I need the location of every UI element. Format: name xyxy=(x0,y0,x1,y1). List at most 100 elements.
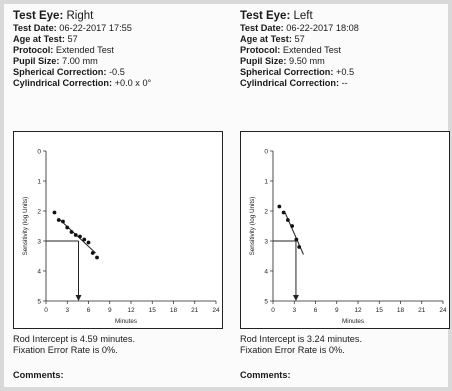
age-label: Age at Test: xyxy=(240,34,292,44)
pupil-size-label: Pupil Size: xyxy=(13,56,60,66)
pupil-size-value: 9.50 mm xyxy=(289,56,325,66)
x-tick-label: 3 xyxy=(65,307,69,314)
data-point xyxy=(90,251,95,255)
x-tick-label: 6 xyxy=(314,307,318,314)
age-label: Age at Test: xyxy=(13,34,65,44)
x-tick-label: 21 xyxy=(418,307,426,314)
x-tick-label: 0 xyxy=(271,307,275,314)
x-tick-label: 9 xyxy=(108,307,112,314)
test-eye-line: Test Eye: Right xyxy=(13,10,223,23)
x-tick-label: 21 xyxy=(191,307,199,314)
protocol-value: Extended Test xyxy=(55,45,114,55)
test-date-row: Test Date: 06-22-2017 18:08 xyxy=(240,23,450,34)
data-point xyxy=(61,219,65,224)
data-point xyxy=(78,234,82,239)
protocol-row: Protocol: Extended Test xyxy=(240,45,450,56)
chart-frame xyxy=(13,131,223,329)
x-axis-label: Minutes xyxy=(115,318,137,325)
y-tick-label: 4 xyxy=(264,269,268,276)
cylindrical-correction-value: -- xyxy=(341,78,348,88)
protocol-label: Protocol: xyxy=(13,45,54,55)
spherical-correction-value: -0.5 xyxy=(109,67,125,77)
y-tick-label: 2 xyxy=(264,209,268,216)
test-date-value: 06-22-2017 18:08 xyxy=(286,23,359,33)
data-point xyxy=(95,255,99,260)
data-point xyxy=(82,237,87,242)
report-sheet: Test Eye: Right Test Date: 06-22-2017 17… xyxy=(4,4,450,387)
spherical-correction-row: Spherical Correction: -0.5 xyxy=(13,67,223,78)
pupil-size-value: 7.00 mm xyxy=(62,56,98,66)
left-eye-dark-adaptation-chart: 0 1 2 3 4 5 0 3 6 9 12 15 18 21 24 Minutes Sensitivity (… xyxy=(240,131,450,329)
cylindrical-correction-row: Cylindrical Correction: +0.0 x 0° xyxy=(13,78,223,89)
y-tick-label: 1 xyxy=(264,179,268,186)
fixation-error-text: Fixation Error Rate is 0%. xyxy=(13,345,118,355)
x-tick-label: 24 xyxy=(439,307,447,314)
protocol-label: Protocol: xyxy=(240,45,281,55)
y-tick-label: 4 xyxy=(37,269,41,276)
test-date-value: 06-22-2017 17:55 xyxy=(59,23,132,33)
x-tick-label: 0 xyxy=(44,307,48,314)
y-tick-label: 3 xyxy=(37,239,41,246)
test-eye-line: Test Eye: Left xyxy=(240,10,450,23)
y-tick-label: 5 xyxy=(264,299,268,306)
protocol-row: Protocol: Extended Test xyxy=(13,45,223,56)
y-tick-label: 5 xyxy=(37,299,41,306)
test-date-label: Test Date: xyxy=(13,23,57,33)
x-tick-label: 18 xyxy=(397,307,405,314)
data-point xyxy=(294,237,299,242)
right-eye-dark-adaptation-chart: 0 1 2 3 4 5 0 3 6 9 12 15 18 21 24 Minutes Sensitivity (… xyxy=(13,131,223,329)
protocol-value: Extended Test xyxy=(282,45,341,55)
left-eye-panel: Test Eye: Left Test Date: 06-22-2017 18:… xyxy=(240,10,450,89)
test-eye-label: Test Eye: xyxy=(13,10,64,22)
data-point xyxy=(86,240,91,245)
cylindrical-correction-label: Cylindrical Correction: xyxy=(13,78,113,88)
pupil-size-label: Pupil Size: xyxy=(240,56,287,66)
fit-line xyxy=(59,219,96,254)
rod-intercept-text: Rod Intercept is 4.59 minutes. xyxy=(13,334,136,344)
age-row: Age at Test: 57 xyxy=(240,34,450,45)
data-point xyxy=(285,218,290,222)
rod-intercept-arrowhead xyxy=(292,295,299,301)
x-tick-label: 6 xyxy=(87,307,91,314)
left-eye-summary: Rod Intercept is 3.24 minutes. Fixation … xyxy=(240,334,362,356)
data-point xyxy=(65,225,70,230)
x-tick-label: 9 xyxy=(335,307,339,314)
x-tick-label: 12 xyxy=(354,307,362,314)
y-tick-label: 0 xyxy=(264,149,268,156)
data-point xyxy=(290,224,295,228)
cylindrical-correction-row: Cylindrical Correction: -- xyxy=(240,78,450,89)
data-point xyxy=(281,210,286,215)
x-tick-label: 12 xyxy=(127,307,135,314)
y-axis-label: Sensitivity (log Units) xyxy=(22,197,29,256)
x-axis-label: Minutes xyxy=(342,318,364,325)
pupil-size-row: Pupil Size: 9.50 mm xyxy=(240,56,450,67)
x-tick-label: 3 xyxy=(292,307,296,314)
test-eye-value: Right xyxy=(66,10,94,22)
rod-intercept-arrowhead xyxy=(75,295,82,301)
test-date-row: Test Date: 06-22-2017 17:55 xyxy=(13,23,223,34)
y-tick-label: 1 xyxy=(37,179,41,186)
y-tick-label: 2 xyxy=(37,209,41,216)
data-point xyxy=(69,230,74,234)
data-point xyxy=(297,245,302,249)
data-point xyxy=(277,204,282,209)
pupil-size-row: Pupil Size: 7.00 mm xyxy=(13,56,223,67)
right-eye-panel: Test Eye: Right Test Date: 06-22-2017 17… xyxy=(13,10,223,89)
y-tick-label: 3 xyxy=(264,239,268,246)
data-point xyxy=(56,218,61,222)
spherical-correction-value: +0.5 xyxy=(336,67,355,77)
data-point xyxy=(52,210,57,215)
spherical-correction-label: Spherical Correction: xyxy=(240,67,334,77)
x-tick-label: 15 xyxy=(149,307,157,314)
x-tick-label: 24 xyxy=(212,307,220,314)
spherical-correction-label: Spherical Correction: xyxy=(13,67,107,77)
test-eye-value: Left xyxy=(293,10,313,22)
test-date-label: Test Date: xyxy=(240,23,284,33)
right-eye-summary: Rod Intercept is 4.59 minutes. Fixation … xyxy=(13,334,135,356)
spherical-correction-row: Spherical Correction: +0.5 xyxy=(240,67,450,78)
y-axis-label: Sensitivity (log Units) xyxy=(249,197,256,256)
chart-frame xyxy=(240,131,450,329)
cylindrical-correction-value: +0.0 x 0° xyxy=(114,78,152,88)
cylindrical-correction-label: Cylindrical Correction: xyxy=(240,78,340,88)
